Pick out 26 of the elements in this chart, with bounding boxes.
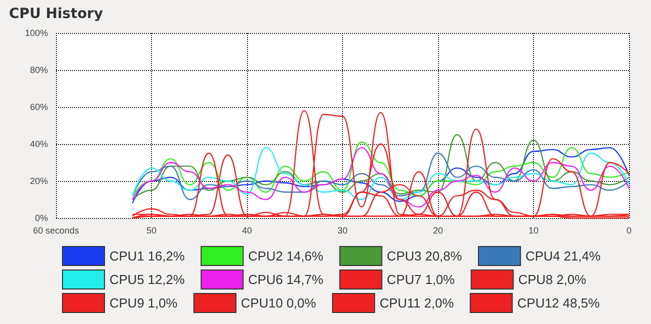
legend-label: CPU6 14,7% xyxy=(248,272,324,287)
y-tick-label: 60% xyxy=(30,102,48,112)
y-tick-label: 100% xyxy=(24,28,48,38)
legend-label: CPU4 21,4% xyxy=(525,248,602,264)
chart-title: CPU History xyxy=(9,6,103,22)
x-tick-label: 10 xyxy=(528,226,539,236)
legend-label: CPU8 2,0% xyxy=(518,272,587,287)
legend-label: CPU1 16,2% xyxy=(110,248,186,264)
x-tick-label: 40 xyxy=(242,226,252,236)
legend-label: CPU5 12,2% xyxy=(110,272,186,287)
y-tick-label: 20% xyxy=(30,176,48,186)
legend-label: CPU11 2,0% xyxy=(380,296,454,310)
legend-label: CPU7 1,0% xyxy=(386,272,456,287)
y-tick-label: 0% xyxy=(34,213,48,223)
legend-label: CPU12 48,5% xyxy=(517,296,600,310)
y-tick-label: 40% xyxy=(30,139,48,149)
legend-label: CPU10 0,0% xyxy=(240,296,317,310)
x-tick-label: 50 xyxy=(146,226,157,236)
x-tick-label: 20 xyxy=(432,226,444,236)
x-tick-label: 30 xyxy=(337,226,348,236)
x-tick-label: 60 seconds xyxy=(32,226,80,236)
legend-label: CPU3 20,8% xyxy=(386,248,462,264)
legend-label: CPU9 1,0% xyxy=(110,296,178,310)
legend-label: CPU2 14,6% xyxy=(248,248,324,264)
x-tick-label: 0 xyxy=(626,226,632,236)
y-tick-label: 80% xyxy=(30,65,48,75)
